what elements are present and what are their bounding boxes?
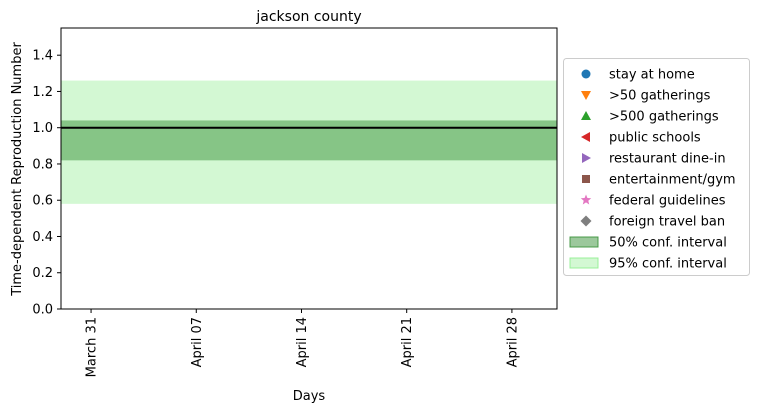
legend-label-5: entertainment/gym [609, 173, 736, 188]
legend-label-3: public schools [609, 131, 701, 146]
legend-marker-4 [582, 153, 591, 163]
x-tick-label: April 14 [295, 317, 310, 367]
y-tick-label: 0.0 [32, 303, 53, 318]
y-tick-label: 1.0 [32, 121, 53, 136]
legend-label-0: stay at home [609, 68, 695, 83]
legend-label-8: 50% conf. interval [609, 236, 727, 251]
x-axis: March 31 April 07 April 14 April 21 April 28 [85, 309, 520, 377]
plot-frame [60, 27, 558, 310]
y-tick-label: 0.4 [32, 230, 53, 245]
legend-label-9: 95% conf. interval [609, 257, 727, 272]
legend-label-7: foreign travel ban [609, 215, 725, 230]
x-tick-label: April 28 [505, 317, 520, 367]
y-tick-label: 1.2 [32, 85, 53, 100]
y-tick-label: 0.8 [32, 157, 53, 172]
x-tick-label: April 21 [400, 317, 415, 367]
legend-marker-9 [569, 257, 599, 269]
x-axis-label: Days [293, 389, 326, 404]
x-tick-label: April 07 [190, 317, 205, 367]
legend-marker-2 [581, 111, 591, 120]
legend-marker-8 [569, 236, 599, 248]
confidence-bands [61, 80, 557, 204]
legend: stay at home >50 gatherings >500 gathering… [563, 58, 750, 276]
legend-label-2: >500 gatherings [609, 110, 719, 125]
x-tick-label: March 31 [85, 317, 100, 377]
legend-marker-0 [581, 69, 591, 79]
legend-label-1: >50 gatherings [609, 89, 711, 104]
legend-marker-6 [580, 194, 592, 205]
ci50-band [61, 120, 557, 161]
y-tick-label: 0.2 [32, 266, 53, 281]
y-tick-label: 0.6 [32, 194, 53, 209]
legend-frame [563, 58, 750, 276]
legend-marker-5 [582, 175, 590, 183]
legend-marker-3 [581, 132, 590, 142]
legend-label-6: federal guidelines [609, 194, 726, 209]
y-axis-label: Time-dependent Reproduction Number [10, 42, 25, 297]
legend-label-4: restaurant dine-in [609, 152, 726, 167]
legend-marker-1 [581, 91, 591, 100]
legend-marker-7 [580, 215, 592, 227]
y-tick-label: 1.4 [32, 49, 53, 64]
chart-title: jackson county [255, 9, 361, 25]
y-axis: 0.0 0.2 0.4 0.6 0.8 1.0 1.2 1.4 [32, 49, 61, 318]
